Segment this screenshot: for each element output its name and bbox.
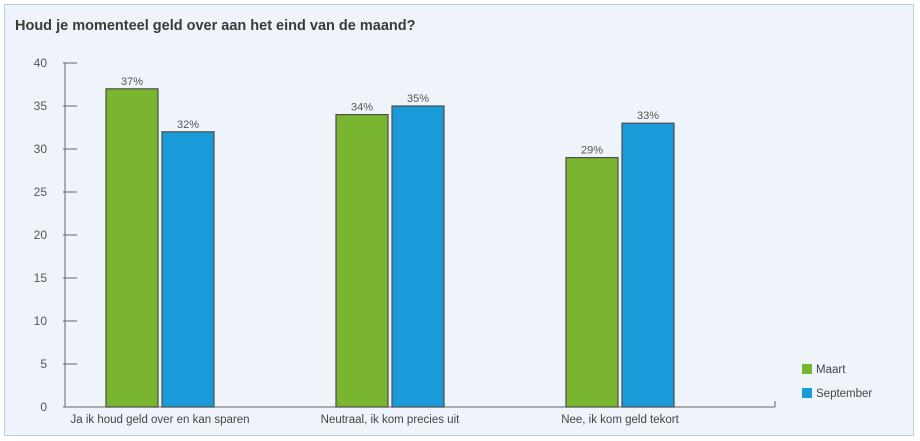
bar-chart: 0 5 10 15 20 25 30 35 40 37% 32% Ja ik houd geld ov…: [34, 56, 873, 426]
y-tick-label: 40: [34, 56, 48, 70]
bar-september: [161, 131, 215, 408]
bar-maart: [335, 113, 389, 408]
y-tick-label: 30: [34, 142, 48, 156]
y-tick-label: 25: [34, 185, 48, 199]
chart-title: Houd je momenteel geld over aan het eind…: [15, 18, 416, 34]
data-label: 29%: [581, 145, 603, 157]
bar-maart: [105, 88, 159, 408]
y-tick-label: 0: [40, 400, 47, 414]
y-tick-label: 5: [40, 357, 47, 371]
bar-september: [621, 122, 675, 408]
legend-label: Maart: [816, 364, 846, 376]
data-label: 35%: [407, 93, 429, 105]
chart-panel: Houd je momenteel geld over aan het eind…: [4, 4, 914, 436]
bar-september: [391, 105, 445, 408]
x-category-label: Neutraal, ik kom precies uit: [321, 414, 460, 426]
legend-swatch-maart: [802, 364, 812, 374]
y-tick-label: 20: [34, 228, 48, 242]
legend-label: September: [816, 388, 872, 400]
x-category-label: Nee, ik kom geld tekort: [561, 414, 679, 426]
y-tick-label: 10: [34, 314, 48, 328]
y-tick-label: 15: [34, 271, 48, 285]
data-label: 34%: [351, 102, 373, 114]
data-label: 33%: [637, 110, 659, 122]
data-label: 37%: [121, 76, 143, 88]
bar-maart: [565, 157, 619, 408]
data-label: 32%: [177, 119, 199, 131]
y-tick-label: 35: [34, 99, 48, 113]
legend-swatch-september: [802, 388, 812, 398]
x-category-label: Ja ik houd geld over en kan sparen: [70, 414, 249, 426]
